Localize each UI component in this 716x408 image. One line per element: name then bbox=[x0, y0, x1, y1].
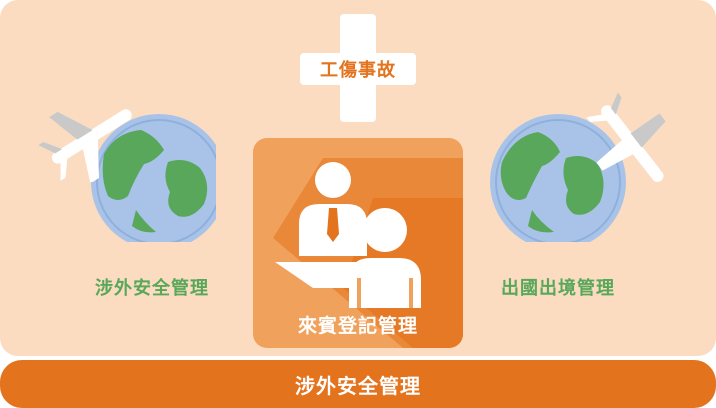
right-label: 出國出境管理 bbox=[501, 278, 615, 299]
reception-desk-people-icon bbox=[273, 158, 463, 348]
left-label: 涉外安全管理 bbox=[95, 278, 209, 299]
airplane-icon bbox=[586, 92, 666, 182]
right-globe-group bbox=[480, 92, 666, 242]
center-card: 來賓登記管理 bbox=[253, 138, 463, 348]
bottom-bar: 涉外安全管理 bbox=[0, 360, 716, 408]
globe-icon bbox=[91, 114, 216, 242]
airplane-icon bbox=[38, 109, 132, 182]
globe-icon bbox=[490, 114, 626, 242]
work-injury-label: 工傷事故 bbox=[300, 53, 416, 85]
left-globe-group bbox=[36, 92, 216, 242]
center-label: 來賓登記管理 bbox=[297, 315, 418, 337]
